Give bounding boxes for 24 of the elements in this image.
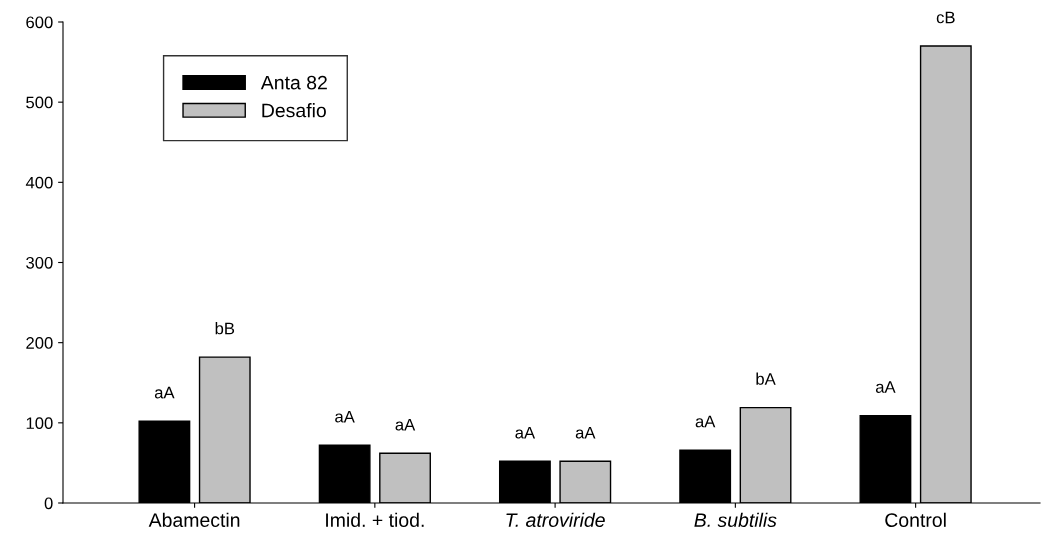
legend-label: Desafio	[262, 103, 326, 118]
y-tick-label: 300	[26, 256, 53, 269]
data-label: bB	[215, 322, 235, 335]
data-label: aA	[335, 410, 355, 423]
data-label: bA	[756, 372, 776, 385]
data-label: cB	[936, 11, 955, 24]
data-label: aA	[575, 426, 596, 439]
x-tick-label: Control	[885, 512, 946, 527]
data-label: aA	[395, 418, 416, 431]
y-tick-label: 400	[25, 176, 53, 189]
x-tick-label: Imid. + tiod.	[326, 512, 424, 527]
data-label: aA	[154, 386, 175, 399]
y-tick-label: 100	[26, 417, 53, 430]
legend-label: Anta 82	[260, 75, 327, 90]
data-label: aA	[875, 381, 896, 393]
x-tick-label: B. subtilis	[694, 512, 777, 527]
data-label: aA	[695, 415, 716, 428]
y-tick-label: 500	[26, 96, 53, 109]
y-tick-label: 0	[44, 497, 53, 510]
y-tick-label: 600	[26, 16, 53, 29]
data-label: aA	[515, 426, 536, 439]
x-tick-label: T. atroviride	[506, 512, 605, 528]
x-tick-label: Abamectin	[148, 512, 240, 527]
y-tick-label: 200	[26, 337, 53, 349]
